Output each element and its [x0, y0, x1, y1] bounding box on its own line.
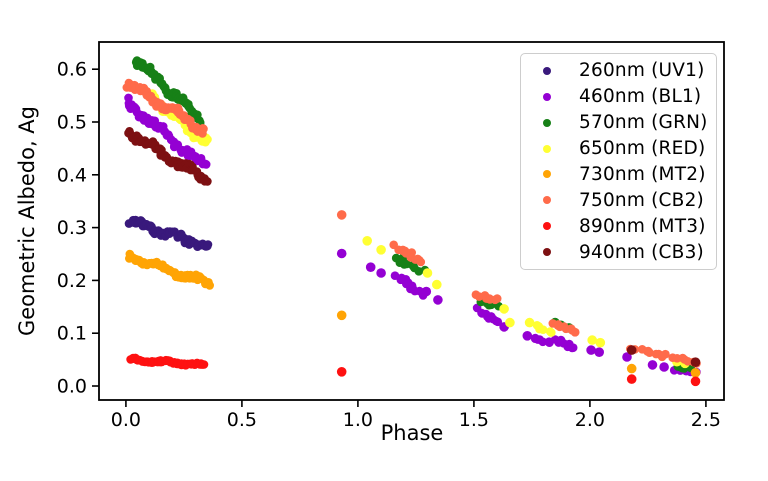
x-tick-label: 1.0 [343, 409, 373, 431]
data-point [376, 245, 386, 255]
y-axis-label: Geometric Albedo, Ag [15, 105, 39, 337]
legend-marker-icon [543, 222, 551, 231]
legend-entry: 260nm (UV1) [521, 59, 716, 83]
y-tick-label: 0.5 [57, 111, 87, 133]
legend-marker-icon [543, 66, 551, 75]
legend-marker-icon [543, 118, 551, 127]
data-point [493, 317, 503, 327]
data-point [362, 236, 373, 246]
legend-entry: 730nm (MT2) [521, 162, 716, 186]
y-tick-label: 0.2 [57, 270, 87, 292]
x-tick-label: 1.5 [459, 409, 489, 431]
data-point [690, 368, 701, 378]
data-point [626, 374, 637, 384]
legend-marker-icon [543, 144, 551, 153]
x-tick-label: 0.5 [227, 409, 257, 431]
legend-label: 940nm (CB3) [579, 241, 704, 263]
data-point [690, 357, 701, 368]
data-point [203, 135, 212, 144]
data-point [505, 317, 515, 328]
x-tick-label: 2.0 [575, 409, 605, 431]
legend-label: 570nm (GRN) [579, 112, 708, 134]
legend-marker-icon [543, 92, 551, 101]
y-tick-label: 0.0 [57, 376, 87, 398]
x-axis-label: Phase [380, 421, 444, 445]
data-point [336, 210, 347, 220]
data-point [416, 257, 426, 267]
legend-label: 460nm (BL1) [579, 86, 702, 108]
data-point [499, 304, 509, 314]
x-tick-label: 0.0 [111, 409, 141, 431]
legend-marker-icon [543, 196, 551, 205]
data-point [421, 286, 432, 297]
series-260nm-uv1- [124, 215, 213, 251]
legend-marker-icon [543, 248, 551, 256]
data-point [626, 345, 637, 355]
data-point [201, 160, 211, 169]
data-point [538, 337, 548, 347]
series-890nm-mt3- [126, 353, 701, 387]
series-940nm-cb3- [124, 127, 701, 368]
data-point [690, 376, 701, 387]
data-point [570, 327, 580, 337]
data-point [199, 124, 208, 134]
data-point [522, 331, 533, 341]
y-tick-label: 0.1 [57, 323, 87, 345]
legend-marker-icon [543, 170, 551, 179]
data-point [547, 328, 556, 337]
legend-entry: 750nm (CB2) [521, 188, 716, 212]
data-point [422, 268, 433, 278]
series-750nm-cb2- [122, 78, 701, 368]
data-point [595, 337, 606, 348]
legend-label: 750nm (CB2) [579, 189, 704, 211]
data-point [659, 362, 669, 372]
data-point [645, 348, 654, 358]
legend-entry: 650nm (RED) [521, 137, 716, 161]
data-point [336, 367, 347, 377]
legend-label: 650nm (RED) [579, 138, 706, 159]
legend-label: 260nm (UV1) [579, 60, 705, 82]
data-point [203, 177, 212, 186]
data-point [626, 363, 637, 374]
legend: 260nm (UV1) 460nm (BL1) 570nm (GRN) 650nm (… [520, 53, 717, 270]
plot-spines [98, 41, 725, 401]
legend-entry: 940nm (CB3) [521, 240, 716, 264]
data-point [594, 347, 604, 358]
data-point [586, 345, 596, 355]
legend-entry: 890nm (MT3) [521, 214, 716, 238]
y-tick-label: 0.6 [57, 59, 87, 81]
data-point [587, 335, 597, 345]
data-point [336, 310, 347, 321]
data-point [365, 262, 376, 273]
data-point [568, 343, 578, 353]
data-point [432, 279, 442, 290]
legend-entry: 570nm (GRN) [521, 111, 716, 135]
data-point [622, 352, 632, 362]
data-point [336, 248, 347, 259]
data-point [199, 360, 209, 369]
data-point [647, 360, 658, 370]
data-point [203, 241, 212, 251]
x-tick-label: 2.5 [691, 409, 721, 431]
data-point [538, 325, 548, 335]
data-point [524, 317, 535, 328]
data-point [433, 295, 443, 305]
legend-entry: 460nm (BL1) [521, 85, 716, 109]
data-point [490, 295, 500, 305]
y-tick-label: 0.3 [57, 217, 87, 239]
data-point [376, 268, 386, 278]
legend-label: 730nm (MT2) [579, 163, 706, 185]
data-point [205, 281, 214, 290]
series-460nm-bl1- [124, 93, 701, 377]
series-730nm-mt2- [125, 249, 701, 378]
data-point [657, 352, 667, 362]
legend-label: 890nm (MT3) [579, 215, 706, 237]
y-tick-label: 0.4 [57, 164, 87, 186]
